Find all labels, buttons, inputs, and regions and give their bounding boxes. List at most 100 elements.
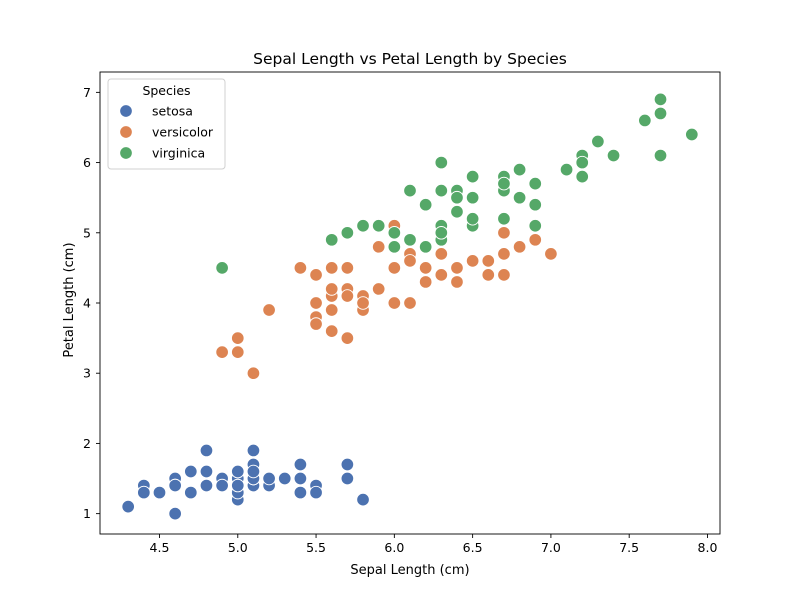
point-setosa <box>356 492 370 507</box>
point-virginica <box>324 233 339 247</box>
point-versicolor <box>324 261 339 275</box>
point-versicolor <box>324 324 339 338</box>
legend: Species setosa versicolor virginica <box>107 78 226 170</box>
point-virginica <box>450 190 464 205</box>
chart-title: Sepal Length vs Petal Length by Species <box>253 50 567 68</box>
x-tick-label: 7.5 <box>619 540 639 555</box>
point-versicolor <box>231 331 245 345</box>
point-virginica <box>371 219 386 233</box>
point-setosa <box>246 464 261 479</box>
point-setosa <box>168 506 182 521</box>
point-setosa <box>199 464 214 479</box>
legend-marker-setosa <box>119 104 133 118</box>
point-versicolor <box>387 296 402 310</box>
y-tick-label: 7 <box>83 85 91 100</box>
y-axis-label: Petal Length (cm) <box>62 242 77 357</box>
series-setosa <box>121 443 370 521</box>
point-versicolor <box>356 296 370 310</box>
point-virginica <box>653 148 668 163</box>
point-versicolor <box>340 289 355 303</box>
point-virginica <box>387 240 402 254</box>
point-setosa <box>199 443 214 458</box>
point-versicolor <box>309 296 323 310</box>
point-virginica <box>528 176 543 191</box>
point-setosa <box>262 471 276 486</box>
y-tick-label: 6 <box>83 155 91 170</box>
point-versicolor <box>371 282 386 296</box>
legend-label-versicolor: versicolor <box>152 125 214 140</box>
point-versicolor <box>309 317 323 331</box>
point-setosa <box>121 499 135 514</box>
legend-marker-versicolor <box>119 125 133 139</box>
legend-marker-virginica <box>119 146 133 160</box>
point-versicolor <box>403 254 417 268</box>
point-virginica <box>403 233 417 247</box>
x-tick-label: 7.0 <box>541 540 561 555</box>
point-setosa <box>293 485 308 500</box>
x-tick-label: 8.0 <box>698 540 718 555</box>
y-tick-label: 3 <box>83 366 91 381</box>
point-setosa <box>231 464 245 479</box>
point-versicolor <box>450 275 464 289</box>
point-versicolor <box>544 247 558 261</box>
point-virginica <box>528 219 543 233</box>
point-versicolor <box>262 303 276 317</box>
point-versicolor <box>434 247 449 261</box>
point-virginica <box>575 155 589 170</box>
point-virginica <box>653 106 668 121</box>
point-versicolor <box>497 226 511 240</box>
point-setosa <box>340 471 355 486</box>
x-axis-label: Sepal Length (cm) <box>350 563 469 578</box>
point-versicolor <box>324 282 339 296</box>
point-virginica <box>418 240 433 254</box>
point-virginica <box>434 226 449 240</box>
point-versicolor <box>465 254 480 268</box>
y-tick-label: 1 <box>83 506 91 521</box>
point-virginica <box>638 113 652 128</box>
point-virginica <box>591 134 605 149</box>
axes: 4.5 5.0 5.5 6.0 6.5 7.0 7.5 8.0 1 2 3 4 5 6 7 <box>83 71 721 555</box>
point-setosa <box>231 478 245 493</box>
point-virginica <box>653 92 668 107</box>
point-setosa <box>293 457 308 472</box>
point-virginica <box>606 148 621 163</box>
point-virginica <box>418 197 433 212</box>
point-versicolor <box>309 268 323 282</box>
point-setosa <box>278 471 292 486</box>
point-versicolor <box>481 254 496 268</box>
point-versicolor <box>293 261 308 275</box>
legend-box <box>107 78 226 170</box>
x-tick-label: 6.5 <box>463 540 483 555</box>
x-tick-label: 5.5 <box>306 540 326 555</box>
point-versicolor <box>231 345 245 359</box>
point-versicolor <box>481 268 496 282</box>
point-virginica <box>356 219 370 233</box>
point-virginica <box>387 226 402 240</box>
point-setosa <box>137 485 151 500</box>
point-virginica <box>465 169 480 184</box>
point-versicolor <box>371 240 386 254</box>
point-virginica <box>340 226 355 240</box>
point-virginica <box>465 211 480 226</box>
point-virginica <box>512 162 527 177</box>
y-tick-label: 4 <box>83 296 91 311</box>
point-versicolor <box>246 366 261 380</box>
y-tick-label: 5 <box>83 225 91 240</box>
legend-label-setosa: setosa <box>152 104 193 119</box>
point-setosa <box>184 464 198 479</box>
point-setosa <box>309 485 323 500</box>
point-versicolor <box>215 345 229 359</box>
x-tick-label: 4.5 <box>150 540 170 555</box>
point-versicolor <box>512 240 527 254</box>
point-virginica <box>559 162 574 177</box>
point-setosa <box>215 478 229 493</box>
point-versicolor <box>418 261 433 275</box>
point-setosa <box>246 443 261 458</box>
point-virginica <box>528 197 543 212</box>
point-virginica <box>497 176 511 191</box>
point-versicolor <box>324 303 339 317</box>
plot-area: 4.5 5.0 5.5 6.0 6.5 7.0 7.5 8.0 1 2 3 4 5 6 7 <box>83 71 721 555</box>
x-tick-label: 6.0 <box>384 540 404 555</box>
point-versicolor <box>387 261 402 275</box>
